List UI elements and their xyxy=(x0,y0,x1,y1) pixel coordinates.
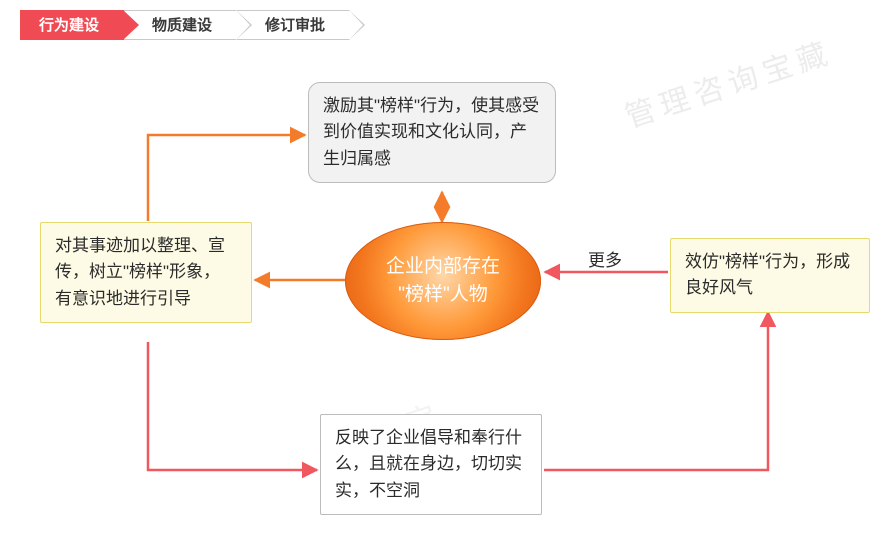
tab-review[interactable]: 修订审批 xyxy=(237,10,350,40)
node-bottom: 反映了企业倡导和奉行什么，且就在身边，切切实实，不空洞 xyxy=(320,414,542,515)
node-top: 激励其"榜样"行为，使其感受到价值实现和文化认同，产生归属感 xyxy=(308,82,556,183)
node-left: 对其事迹加以整理、宣传，树立"榜样"形象，有意识地进行引导 xyxy=(40,222,252,323)
edge-left-bottom xyxy=(148,342,317,470)
node-right: 效仿"榜样"行为，形成良好风气 xyxy=(670,238,870,313)
tab-material[interactable]: 物质建设 xyxy=(124,10,237,40)
watermark-1: 管理咨询宝藏 xyxy=(618,28,837,137)
step-tabs: 行为建设 物质建设 修订审批 xyxy=(20,10,350,40)
node-center-text: 企业内部存在 "榜样"人物 xyxy=(386,253,500,310)
tab-behavior[interactable]: 行为建设 xyxy=(20,10,124,40)
edge-left-top xyxy=(148,135,305,221)
node-center: 企业内部存在 "榜样"人物 xyxy=(345,222,541,340)
edge-bottom-right xyxy=(544,312,768,470)
edge-label-more: 更多 xyxy=(588,246,622,271)
